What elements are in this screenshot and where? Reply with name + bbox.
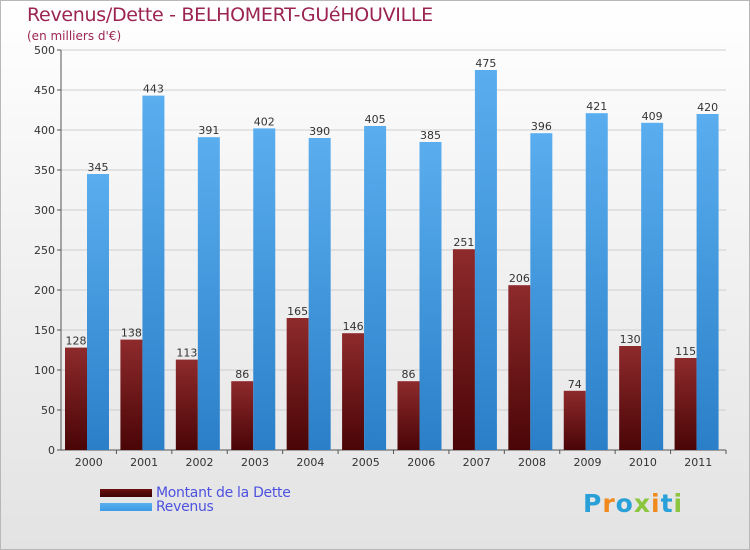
grid-lines [61,49,726,411]
bars [65,70,719,451]
bar-debt [563,390,586,450]
bar-revenus [197,137,220,450]
y-tick-label: 200 [34,284,55,297]
y-tick-label: 250 [34,244,55,257]
x-tick-label: 2000 [75,456,103,469]
data-label-revenus: 420 [697,101,718,114]
data-label-revenus: 405 [365,113,386,126]
bar-revenus [696,114,719,450]
bar-revenus [142,95,165,450]
legend-label-debt: Montant de la Dette [156,485,291,501]
legend-swatch-debt [100,489,152,497]
bar-debt [397,381,420,450]
logo-letter: o [615,489,634,518]
data-label-debt: 251 [453,236,474,249]
axes: 0 50 100 150 200 250 300 350 400 450 500 2000 2001 20… [34,44,727,469]
bar-debt [231,381,254,450]
legend-item-debt: Montant de la Dette [100,485,291,501]
logo-letter: r [602,489,616,518]
data-label-revenus: 409 [642,110,663,123]
x-tick-label: 2003 [241,456,269,469]
chart-subtitle: (en milliers d'€) [27,29,122,43]
y-tick-label: 350 [34,164,55,177]
bar-revenus [641,122,664,451]
logo-letter: i [673,489,684,518]
x-tick-label: 2002 [186,456,214,469]
legend-swatch-revenus [100,503,152,511]
logo-letter: P [583,489,603,518]
legend-item-revenus: Revenus [100,499,291,515]
x-tick-label: 2004 [296,456,324,469]
logo-letter: x [633,489,651,518]
bar-debt [619,346,642,450]
data-label-debt: 74 [568,378,582,391]
y-tick-label: 150 [34,324,55,337]
y-tick-label: 0 [48,444,55,457]
y-tick-label: 450 [34,84,55,97]
x-tick-label: 2009 [573,456,601,469]
data-label-revenus: 402 [254,115,275,128]
data-label-revenus: 385 [420,129,441,142]
data-label-debt: 138 [121,327,142,340]
data-label-debt: 115 [675,345,696,358]
data-label-debt: 113 [176,347,197,360]
bar-revenus [530,133,553,450]
x-tick-label: 2007 [463,456,491,469]
data-label-debt: 86 [402,368,416,381]
proxiti-logo: Proxiti [583,489,683,518]
bar-revenus [585,113,608,450]
bar-revenus [364,126,387,450]
x-tick-label: 2008 [518,456,546,469]
data-label-debt: 86 [235,368,249,381]
data-label-debt: 165 [287,305,308,318]
data-label-debt: 130 [620,333,641,346]
bar-revenus [87,174,109,450]
data-label-revenus: 475 [475,57,496,70]
data-label-debt: 128 [66,335,87,348]
data-label-revenus: 391 [198,124,219,137]
bar-revenus [474,70,497,450]
legend: Montant de la Dette Revenus [100,485,291,515]
legend-label-revenus: Revenus [156,499,214,515]
bar-debt [342,333,365,450]
y-tick-label: 50 [41,404,55,417]
bar-debt [65,347,87,450]
data-labels: 128 345 138 443 113 391 86 402 165 390 146 405 86 385… [66,57,719,391]
bar-revenus [253,128,276,450]
bar-debt [175,359,198,450]
bar-debt [508,285,531,450]
bar-debt [286,318,309,450]
chart-title: Revenus/Dette - BELHOMERT-GUéHOUVILLE [27,4,433,26]
data-label-revenus: 390 [309,125,330,138]
data-label-revenus: 421 [586,100,607,113]
data-label-debt: 146 [343,320,364,333]
y-tick-label: 500 [34,44,55,57]
data-label-revenus: 443 [143,83,164,96]
bar-revenus [308,138,331,450]
x-tick-label: 2011 [684,456,712,469]
y-tick-label: 400 [34,124,55,137]
data-label-debt: 206 [509,272,530,285]
bar-debt [674,358,697,450]
x-tick-label: 2005 [352,456,380,469]
bar-debt [120,339,143,450]
logo-letter: t [660,489,674,518]
data-label-revenus: 396 [531,120,552,133]
x-tick-label: 2006 [407,456,435,469]
x-tick-label: 2010 [629,456,657,469]
y-tick-label: 100 [34,364,55,377]
y-tick-label: 300 [34,204,55,217]
bar-debt [452,249,475,450]
x-tick-label: 2001 [130,456,158,469]
data-label-revenus: 345 [88,161,109,174]
bar-revenus [419,142,442,450]
logo-letter: i [651,489,661,518]
